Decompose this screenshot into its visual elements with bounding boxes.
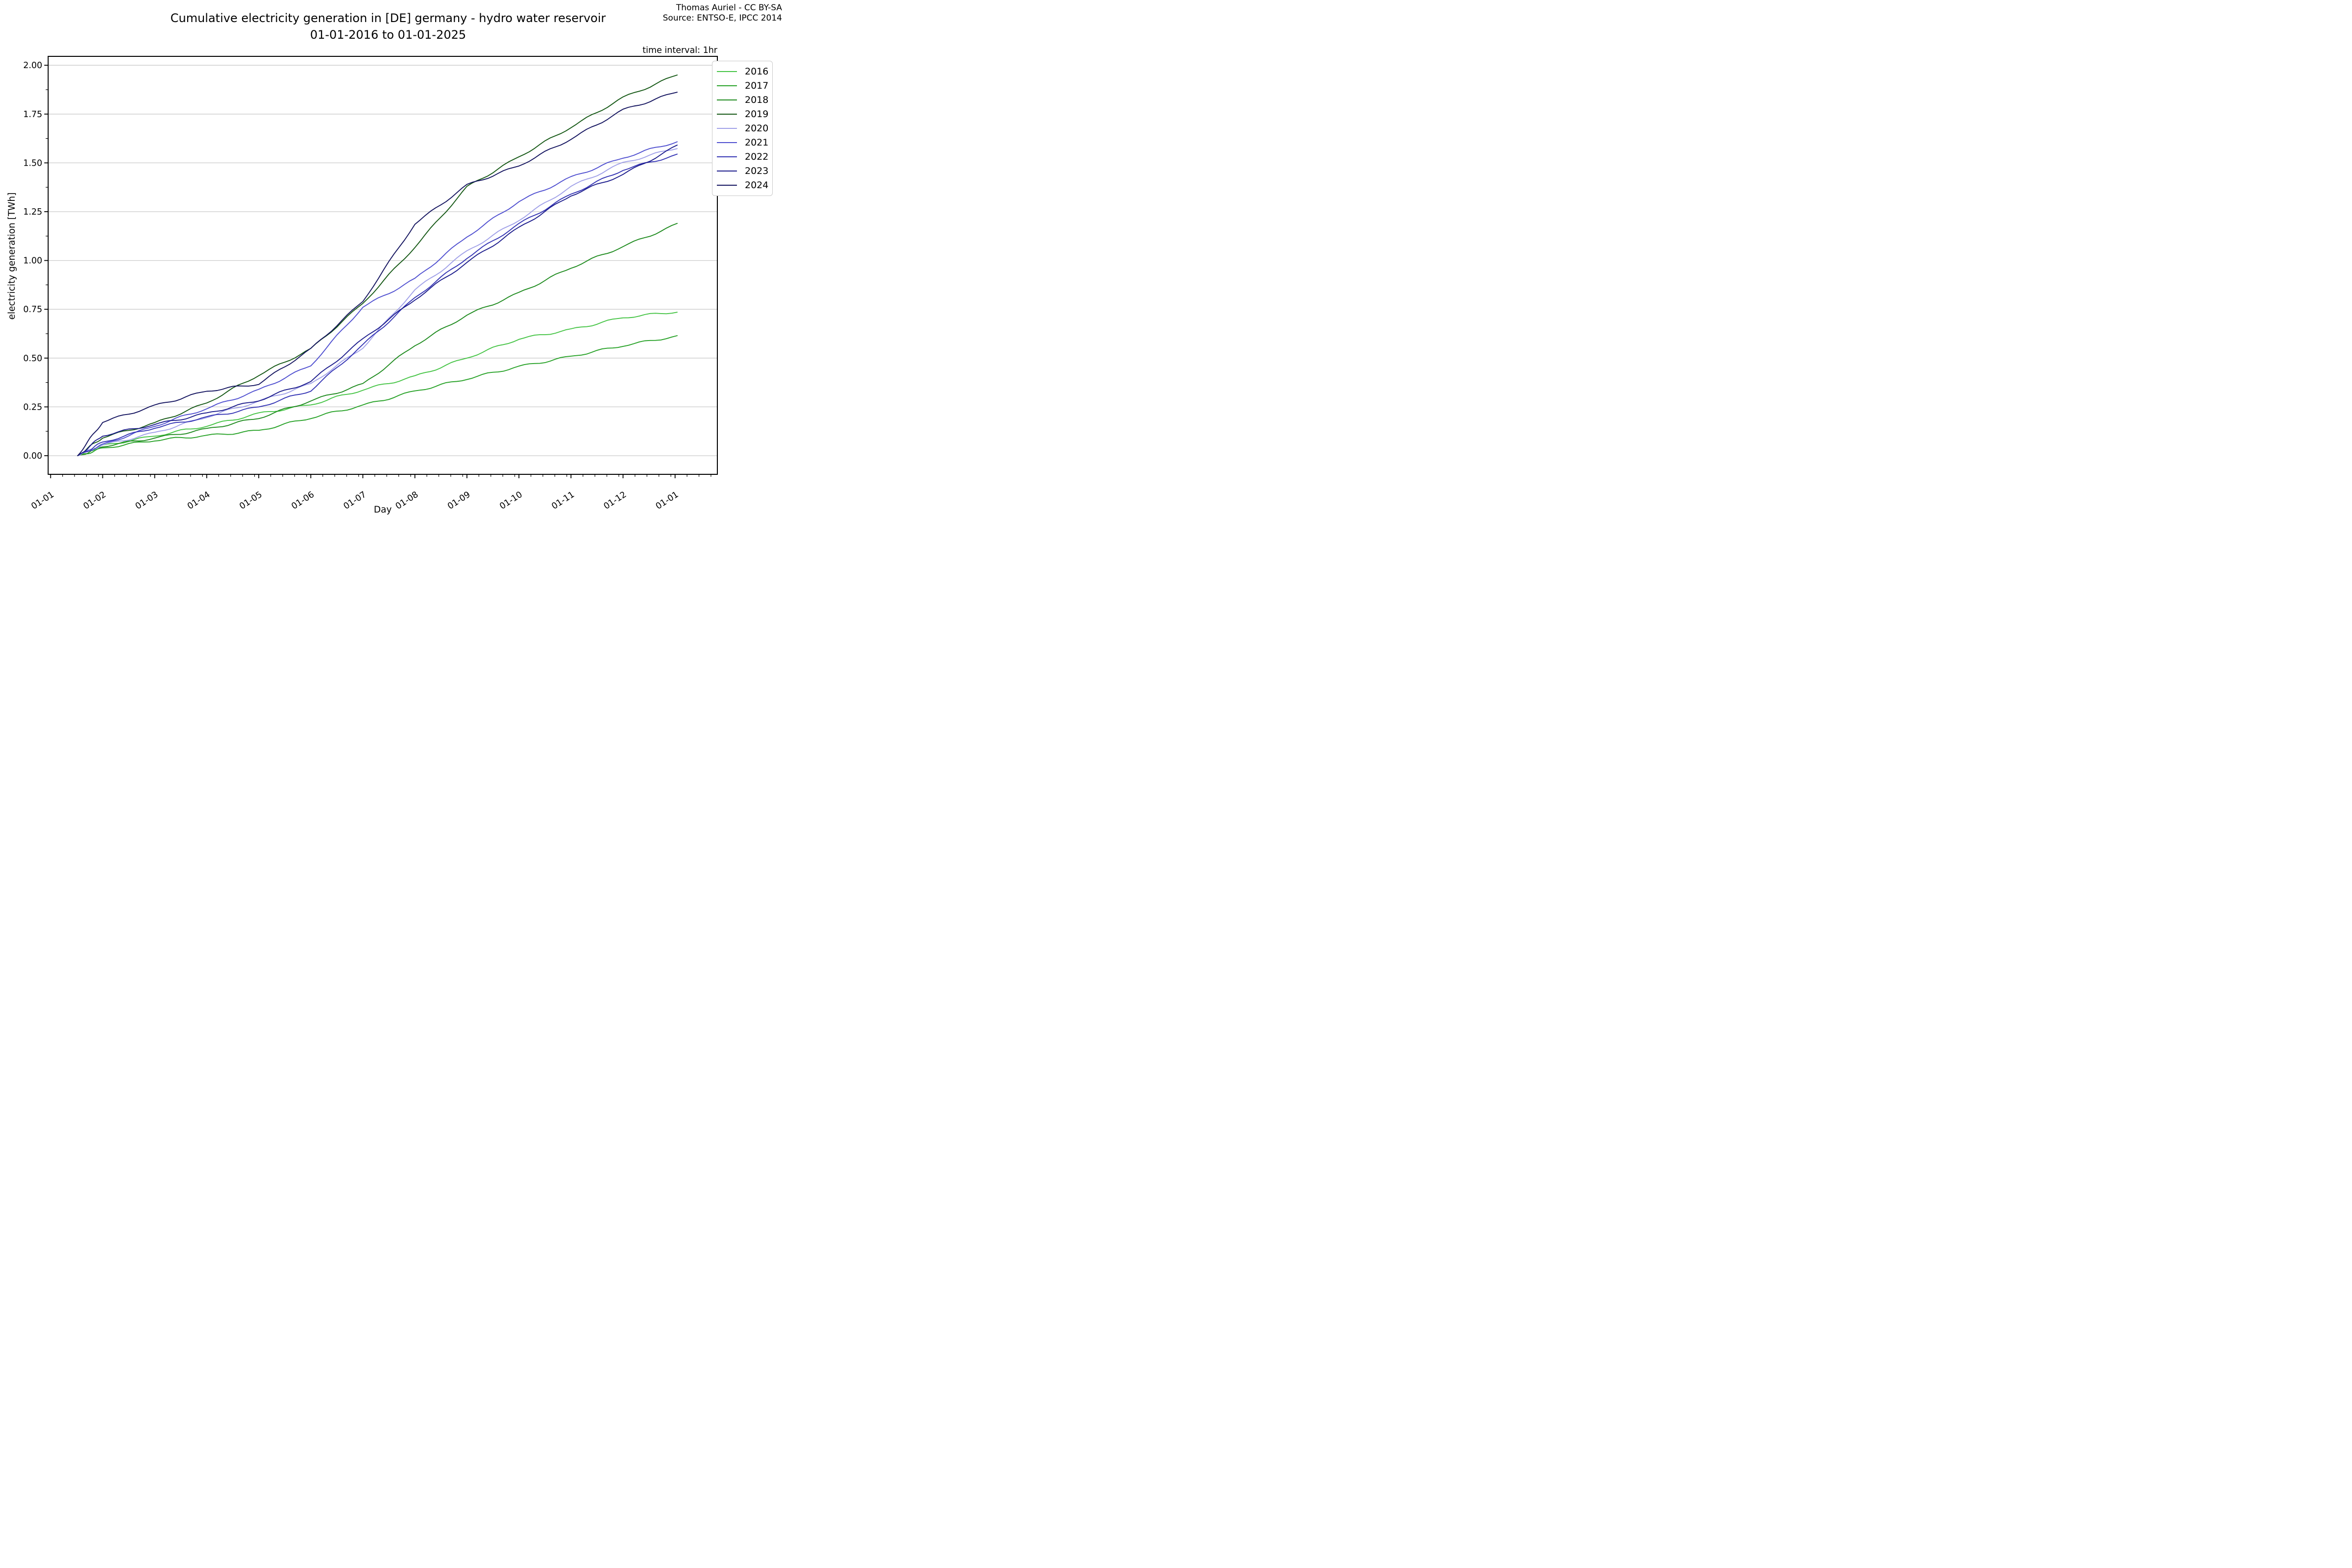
chart-title: Cumulative electricity generation in [DE… [143, 10, 633, 43]
x-tick-label: 01-01 [29, 490, 56, 511]
x-tick-label: 01-06 [290, 490, 316, 511]
x-tick-label: 01-10 [498, 490, 524, 511]
legend-line-swatch [717, 185, 737, 186]
x-tick-label: 01-09 [446, 490, 472, 511]
legend-item-2016: 2016 [712, 65, 772, 78]
legend-item-2022: 2022 [712, 150, 772, 163]
legend-label: 2019 [745, 108, 769, 120]
legend-label: 2023 [745, 166, 769, 177]
y-tick-label: 0.25 [23, 402, 42, 412]
legend-label: 2022 [745, 151, 769, 163]
y-tick-label: 2.00 [23, 61, 42, 71]
series-line-2023 [77, 145, 678, 456]
y-tick-label: 0.75 [23, 305, 42, 315]
legend-line-swatch [717, 71, 737, 72]
credit-text: Thomas Auriel - CC BY-SA Source: ENTSO-E… [663, 3, 782, 24]
credit-author: Thomas Auriel - CC BY-SA [676, 3, 782, 13]
credit-source: Source: ENTSO-E, IPCC 2014 [662, 13, 782, 23]
legend-item-2024: 2024 [712, 179, 772, 192]
legend-label: 2021 [745, 137, 769, 148]
y-tick-label: 1.25 [23, 207, 42, 217]
x-tick-label: 01-12 [602, 490, 629, 511]
legend-line-swatch [717, 113, 737, 115]
legend-label: 2018 [745, 94, 769, 105]
legend-line-swatch [717, 171, 737, 172]
series-line-2016 [77, 312, 678, 456]
legend-item-2017: 2017 [712, 79, 772, 92]
legend-label: 2020 [745, 122, 769, 134]
y-tick-label: 1.00 [23, 256, 42, 266]
x-tick-label: 01-08 [394, 490, 420, 511]
x-axis-title: Day [374, 505, 392, 515]
series-line-2024 [77, 92, 678, 456]
legend-line-swatch [717, 99, 737, 100]
series-line-2017 [77, 335, 678, 456]
legend-line-swatch [717, 156, 737, 158]
legend-line-swatch [717, 142, 737, 144]
x-tick-label: 01-01 [654, 490, 681, 511]
plot-border [48, 56, 718, 475]
x-tick-label: 01-05 [238, 490, 264, 511]
legend-item-2023: 2023 [712, 165, 772, 177]
series-line-2018 [77, 222, 678, 456]
y-tick-label: 0.50 [23, 354, 42, 364]
x-tick-label: 01-04 [186, 490, 212, 511]
line-chart: 0.00 0.25 0.50 0.75 1.00 1.25 1.50 1.75 2.00 01-0… [7, 46, 718, 515]
y-tick-label: 1.50 [23, 158, 42, 168]
x-tick-label: 01-02 [82, 490, 108, 511]
y-tick-label: 1.75 [23, 110, 42, 120]
x-tick-label: 01-11 [550, 490, 576, 511]
y-axis-title: electricity generation [TWh] [7, 193, 17, 320]
chart-title-line1: Cumulative electricity generation in [DE… [170, 11, 606, 25]
series-line-2020 [77, 148, 678, 456]
legend-label: 2017 [745, 80, 769, 91]
legend-item-2018: 2018 [712, 94, 772, 106]
legend-line-swatch [717, 85, 737, 86]
series-line-2022 [77, 153, 678, 456]
x-tick-label: 01-03 [134, 490, 160, 511]
legend-item-2019: 2019 [712, 108, 772, 121]
legend-item-2021: 2021 [712, 136, 772, 149]
legend-label: 2024 [745, 180, 769, 191]
legend-label: 2016 [745, 66, 769, 77]
x-tick-label: 01-07 [342, 490, 368, 511]
chart-page: Cumulative electricity generation in [DE… [0, 0, 784, 523]
series-line-2019 [77, 74, 678, 456]
y-tick-label: 0.00 [23, 451, 42, 461]
series-line-2021 [77, 141, 678, 456]
legend-line-swatch [717, 127, 737, 129]
time-interval-label: time interval: 1hr [642, 46, 718, 55]
chart-title-line2: 01-01-2016 to 01-01-2025 [310, 28, 466, 42]
chart-legend: 2016 2017 2018 2019 2020 2021 2022 2023 2024 [712, 61, 773, 196]
legend-item-2020: 2020 [712, 122, 772, 135]
